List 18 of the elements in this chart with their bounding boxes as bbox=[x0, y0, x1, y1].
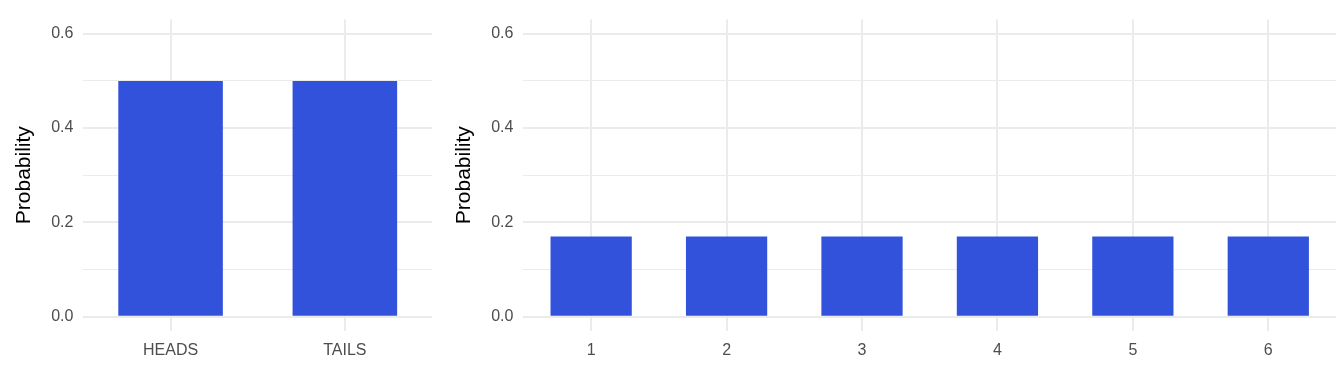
y-tick-label: 0.2 bbox=[51, 212, 74, 230]
x-tick-label: HEADS bbox=[143, 340, 199, 358]
x-tick-label: 1 bbox=[586, 340, 596, 358]
x-tick-label: 2 bbox=[722, 340, 732, 358]
x-tick-label: TAILS bbox=[323, 340, 367, 358]
y-tick-label: 0.4 bbox=[491, 118, 514, 136]
x-tick-label: 5 bbox=[1128, 340, 1138, 358]
y-tick-label: 0.6 bbox=[51, 24, 74, 42]
x-tick-label: 4 bbox=[992, 340, 1002, 358]
y-tick-label: 0.2 bbox=[491, 212, 514, 230]
y-tick-label: 0.0 bbox=[51, 307, 74, 325]
y-tick-label: 0.4 bbox=[51, 118, 74, 136]
x-tick-label: 3 bbox=[857, 340, 867, 358]
y-axis-title: Probability bbox=[451, 125, 475, 225]
x-tick-label: 6 bbox=[1263, 340, 1273, 358]
y-tick-label: 0.0 bbox=[491, 307, 514, 325]
y-tick-label: 0.6 bbox=[491, 24, 514, 42]
y-axis-title: Probability bbox=[11, 125, 35, 225]
